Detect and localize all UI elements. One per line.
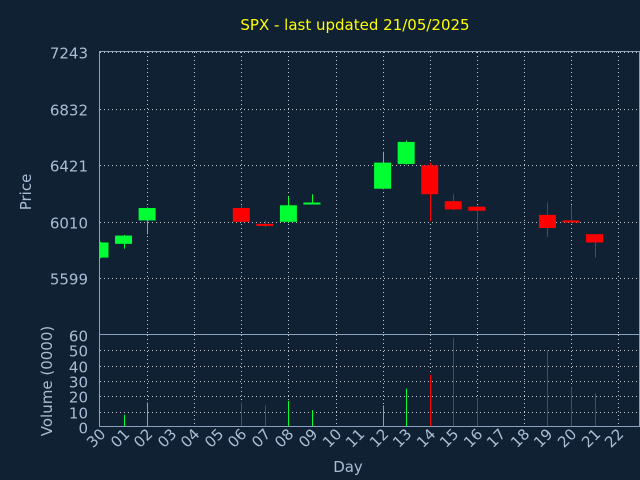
y-axis-label: Price	[17, 174, 35, 211]
candle-body	[421, 165, 439, 195]
candle-body	[232, 208, 250, 222]
x-tick-label: 17	[483, 425, 509, 451]
candles	[100, 140, 604, 259]
x-tick-label: 08	[271, 425, 297, 451]
candle	[468, 205, 486, 231]
x-tick-labels: 3001020304050607080910111213141516171819…	[83, 425, 627, 451]
price-tick-label: 7243	[50, 45, 88, 63]
candle	[374, 151, 392, 190]
x-tick-label: 13	[389, 425, 415, 451]
x-tick-label: 19	[530, 425, 556, 451]
candle	[115, 234, 133, 249]
candle-body	[138, 208, 156, 221]
price-tick-label: 6421	[50, 158, 88, 176]
volume-tick-label: 60	[69, 328, 88, 346]
candle-body	[444, 201, 462, 210]
candle	[138, 207, 156, 235]
candle	[232, 205, 250, 223]
x-tick-label: 09	[295, 425, 321, 451]
x-tick-label: 02	[130, 425, 156, 451]
price-grid	[100, 52, 640, 335]
price-panel-frame	[99, 51, 640, 335]
x-axis-label: Day	[333, 458, 363, 476]
candle-body	[115, 235, 133, 244]
x-tick-label: 06	[224, 425, 250, 451]
volume-tick-label: 40	[69, 359, 88, 377]
candle	[586, 234, 604, 258]
volume-tick-label: 0	[78, 420, 88, 438]
candle	[397, 140, 415, 165]
price-tick-labels: 7243 6832 6421 6010 5599	[50, 45, 88, 289]
price-tick-label: 5599	[50, 271, 88, 289]
candle	[421, 162, 439, 222]
volume-tick-label: 50	[69, 343, 88, 361]
candle-body	[279, 205, 297, 222]
volume-tick-label: 10	[69, 405, 88, 423]
candle-body	[538, 214, 556, 228]
x-tick-label: 22	[601, 425, 627, 451]
candle-body	[256, 223, 274, 226]
price-tick-label: 6010	[50, 215, 88, 233]
candle	[256, 220, 274, 228]
candle	[279, 196, 297, 223]
volume-axis-label: Volume (0000)	[38, 326, 56, 436]
candle	[538, 202, 556, 237]
volume-bars	[124, 338, 596, 427]
candle	[100, 241, 109, 259]
volume-tick-label: 20	[69, 389, 88, 407]
candle	[562, 205, 580, 224]
x-tick-label: 20	[554, 425, 580, 451]
volume-tick-label: 30	[69, 374, 88, 392]
x-tick-label: 04	[177, 425, 203, 451]
price-tick-label: 6832	[50, 102, 88, 120]
volume-grid	[100, 335, 640, 427]
candle-body	[303, 202, 321, 205]
x-tick-label: 15	[436, 425, 462, 451]
chart-title: SPX - last updated 21/05/2025	[240, 16, 469, 34]
candle-body	[397, 141, 415, 164]
candle	[303, 194, 321, 205]
candle-body	[100, 242, 109, 258]
candle	[444, 194, 462, 211]
candle-body	[562, 220, 580, 223]
candle-body	[586, 234, 604, 243]
x-tick-label: 11	[342, 425, 368, 451]
candle-body	[374, 162, 392, 189]
candle-body	[468, 206, 486, 211]
